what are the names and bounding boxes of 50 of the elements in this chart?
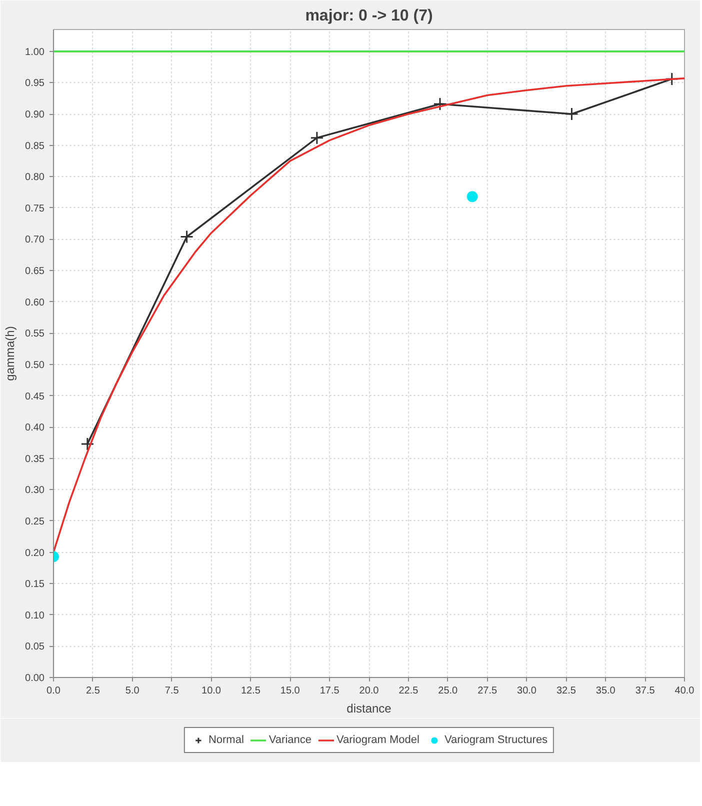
y-tick-label: 0.40 xyxy=(25,422,45,434)
y-tick-label: 0.25 xyxy=(25,516,45,528)
x-tick-label: 25.0 xyxy=(438,686,458,696)
y-tick-label: 0.15 xyxy=(25,579,45,590)
y-tick-label: 0.45 xyxy=(25,391,45,402)
point xyxy=(80,437,94,451)
x-tick-label: 27.5 xyxy=(478,686,498,696)
y-tick-label: 0.80 xyxy=(25,172,45,184)
x-tick-label: 12.5 xyxy=(240,686,261,696)
x-tick-label: 22.5 xyxy=(398,686,419,696)
y-tick-label: 0.00 xyxy=(25,673,45,684)
x-axis-title: distance xyxy=(346,702,392,716)
x-tick-label: 40.0 xyxy=(674,686,695,696)
y-tick-label: 0.35 xyxy=(25,454,45,465)
y-tick-label: 0.85 xyxy=(25,140,45,152)
point xyxy=(310,131,324,145)
y-tick-label: 0.60 xyxy=(25,297,45,308)
x-tick-label: 20.0 xyxy=(359,686,380,696)
y-tick-label: 0.30 xyxy=(25,485,45,496)
point xyxy=(564,107,578,121)
x-tick-label: 0.0 xyxy=(46,686,61,696)
y-tick-label: 0.10 xyxy=(25,610,45,622)
x-tick-label: 5.0 xyxy=(125,686,140,696)
x-tick-label: 2.5 xyxy=(86,686,100,696)
legend-label: Variogram Structures xyxy=(444,734,548,746)
x-tick-label: 17.5 xyxy=(320,686,340,696)
y-tick-label: 0.70 xyxy=(25,234,45,246)
chart-title: major: 0 -> 10 (7) xyxy=(305,8,433,24)
y-tick-label: 0.65 xyxy=(25,266,45,278)
y-axis-title: gamma(h) xyxy=(3,326,18,381)
x-tick-label: 15.0 xyxy=(280,686,300,696)
legend-label: Normal xyxy=(208,734,244,746)
legend-label: Variogram Model xyxy=(336,734,420,746)
x-tick-label: 7.5 xyxy=(164,686,180,696)
x-tick-label: 10.0 xyxy=(202,686,222,696)
y-tick-label: 0.50 xyxy=(25,360,45,371)
x-tick-label: 32.5 xyxy=(556,686,576,696)
point xyxy=(433,97,447,111)
y-tick-label: 1.00 xyxy=(25,46,45,58)
x-tick-label: 30.0 xyxy=(517,686,537,696)
x-tick-label: 35.0 xyxy=(596,686,616,696)
y-tick-label: 0.90 xyxy=(25,110,45,121)
point xyxy=(180,230,194,244)
y-tick-label: 0.05 xyxy=(25,642,45,653)
y-tick-label: 0.95 xyxy=(25,78,45,90)
y-tick-label: 0.20 xyxy=(25,548,45,559)
legend-label: Variance xyxy=(268,734,312,746)
x-tick-label: 37.5 xyxy=(635,686,656,696)
y-tick-label: 0.75 xyxy=(25,203,45,214)
y-tick-label: 0.55 xyxy=(25,328,45,340)
